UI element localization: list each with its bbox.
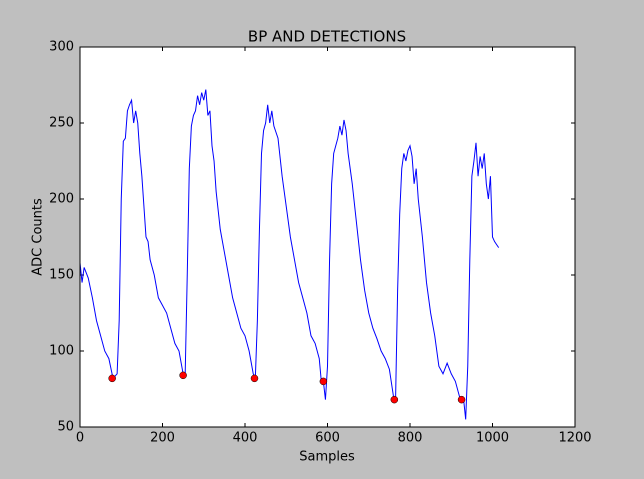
y-tick-label: 150: [49, 268, 74, 283]
y-tick-label: 300: [49, 40, 74, 55]
x-axis-label: Samples: [299, 450, 355, 465]
chart-title: BP AND DETECTIONS: [248, 28, 406, 46]
data-line: [79, 89, 500, 420]
x-tick-label: 600: [315, 431, 340, 446]
x-tick-label: 1000: [476, 431, 509, 446]
y-tick-label: 250: [49, 116, 74, 131]
y-axis-label: ADC Counts: [31, 198, 46, 276]
detection-point: [108, 374, 116, 383]
detection-point: [390, 395, 399, 404]
x-tick-label: 200: [150, 431, 175, 446]
axes-frame: [79, 46, 576, 428]
x-tick-label: 400: [233, 431, 258, 446]
detection-point: [457, 395, 466, 404]
x-tick-label: 800: [398, 431, 423, 446]
x-tick-label: 1200: [558, 431, 591, 446]
y-tick-label: 200: [49, 192, 74, 207]
y-tick-label: 100: [49, 344, 74, 359]
y-tick-label: 50: [57, 420, 74, 435]
detection-point: [179, 371, 187, 380]
detection-point: [319, 377, 328, 386]
x-tick-label: 0: [76, 431, 84, 446]
detection-point: [250, 374, 259, 383]
